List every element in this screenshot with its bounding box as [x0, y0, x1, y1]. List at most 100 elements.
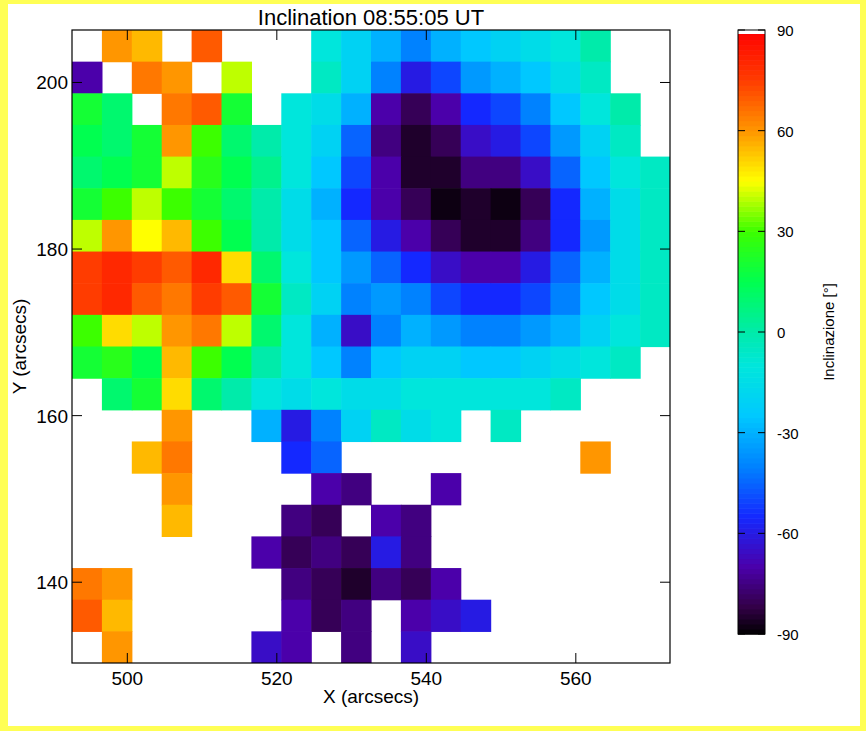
cell: [491, 315, 521, 347]
cell: [311, 568, 342, 600]
chart: 500520540560140160180200Inclination 08:5…: [0, 0, 866, 731]
cell: [610, 157, 641, 189]
cell: [401, 220, 432, 252]
colorbar-segment: [738, 569, 765, 575]
colorbar-segment: [738, 589, 765, 595]
cell: [371, 93, 402, 125]
cell: [281, 93, 312, 125]
cell: [610, 125, 641, 157]
cell: [491, 30, 521, 62]
cell: [401, 410, 432, 442]
cell: [431, 600, 462, 632]
colorbar-segment: [738, 513, 765, 519]
cell: [401, 315, 432, 347]
colorbar-top: [738, 30, 765, 34]
cell: [610, 93, 641, 125]
y-tick-label: 140: [36, 572, 68, 593]
cell: [401, 93, 432, 125]
cell: [72, 93, 103, 125]
cell: [401, 536, 432, 568]
cell: [251, 252, 282, 284]
x-tick: [276, 653, 277, 663]
colorbar-segment: [738, 151, 765, 157]
cell: [162, 252, 193, 284]
cell: [401, 347, 432, 379]
colorbar-segment: [738, 307, 765, 313]
colorbar-segment: [738, 65, 765, 71]
colorbar-segment: [738, 267, 765, 273]
colorbar-segment: [738, 624, 765, 630]
colorbar-segment: [738, 397, 765, 403]
colorbar-segment: [738, 40, 765, 46]
colorbar-segment: [738, 257, 765, 263]
cell: [192, 315, 223, 347]
cell: [341, 220, 372, 252]
cell: [311, 600, 342, 632]
colorbar-segment: [738, 478, 765, 484]
colorbar-segment: [738, 564, 765, 570]
cell: [222, 93, 253, 125]
cell: [251, 410, 282, 442]
cell: [102, 220, 132, 252]
x-tick-label: 560: [560, 668, 592, 689]
cell: [550, 252, 581, 284]
colorbar-segment: [738, 392, 765, 398]
colorbar-tick-label: 0: [777, 324, 785, 341]
cell: [610, 315, 641, 347]
colorbar-segment: [738, 196, 765, 202]
cell: [222, 347, 253, 379]
cell: [281, 252, 312, 284]
colorbar-tick: [738, 130, 745, 131]
y-tick-label: 200: [36, 72, 68, 93]
cell: [401, 188, 432, 220]
cell: [401, 631, 432, 663]
colorbar-segment: [738, 131, 765, 137]
cell: [162, 283, 193, 315]
cell: [102, 347, 132, 379]
cell: [281, 157, 312, 189]
cell: [311, 93, 342, 125]
colorbar-segment: [738, 584, 765, 590]
cell: [461, 378, 492, 410]
cell: [431, 220, 462, 252]
y-tick-label: 160: [36, 406, 68, 427]
cell: [341, 600, 372, 632]
cell: [401, 252, 432, 284]
cell: [102, 315, 132, 347]
cell: [461, 157, 492, 189]
cell: [311, 157, 342, 189]
cell: [461, 283, 492, 315]
cell: [341, 188, 372, 220]
colorbar-segment: [738, 418, 765, 424]
colorbar-segment: [738, 246, 765, 252]
cell: [102, 631, 132, 663]
cell: [251, 220, 282, 252]
cell: [72, 600, 103, 632]
y-tick: [660, 82, 670, 83]
cell: [162, 62, 193, 94]
cell: [251, 283, 282, 315]
cell: [341, 568, 372, 600]
cell: [132, 125, 163, 157]
colorbar-tick: [758, 533, 765, 534]
cell: [580, 157, 611, 189]
cell: [371, 157, 402, 189]
cell: [162, 93, 193, 125]
cell: [162, 473, 193, 505]
cell: [431, 347, 462, 379]
cell: [281, 378, 312, 410]
cell: [281, 410, 312, 442]
colorbar-segment: [738, 423, 765, 429]
cell: [461, 252, 492, 284]
colorbar-segment: [738, 55, 765, 61]
cell: [580, 283, 611, 315]
cell: [132, 157, 163, 189]
colorbar-segment: [738, 116, 765, 122]
colorbar-segment: [738, 362, 765, 368]
cell: [311, 347, 342, 379]
cell: [281, 315, 312, 347]
cell: [281, 188, 312, 220]
cell: [102, 252, 132, 284]
cell: [550, 188, 581, 220]
colorbar-segment: [738, 357, 765, 363]
